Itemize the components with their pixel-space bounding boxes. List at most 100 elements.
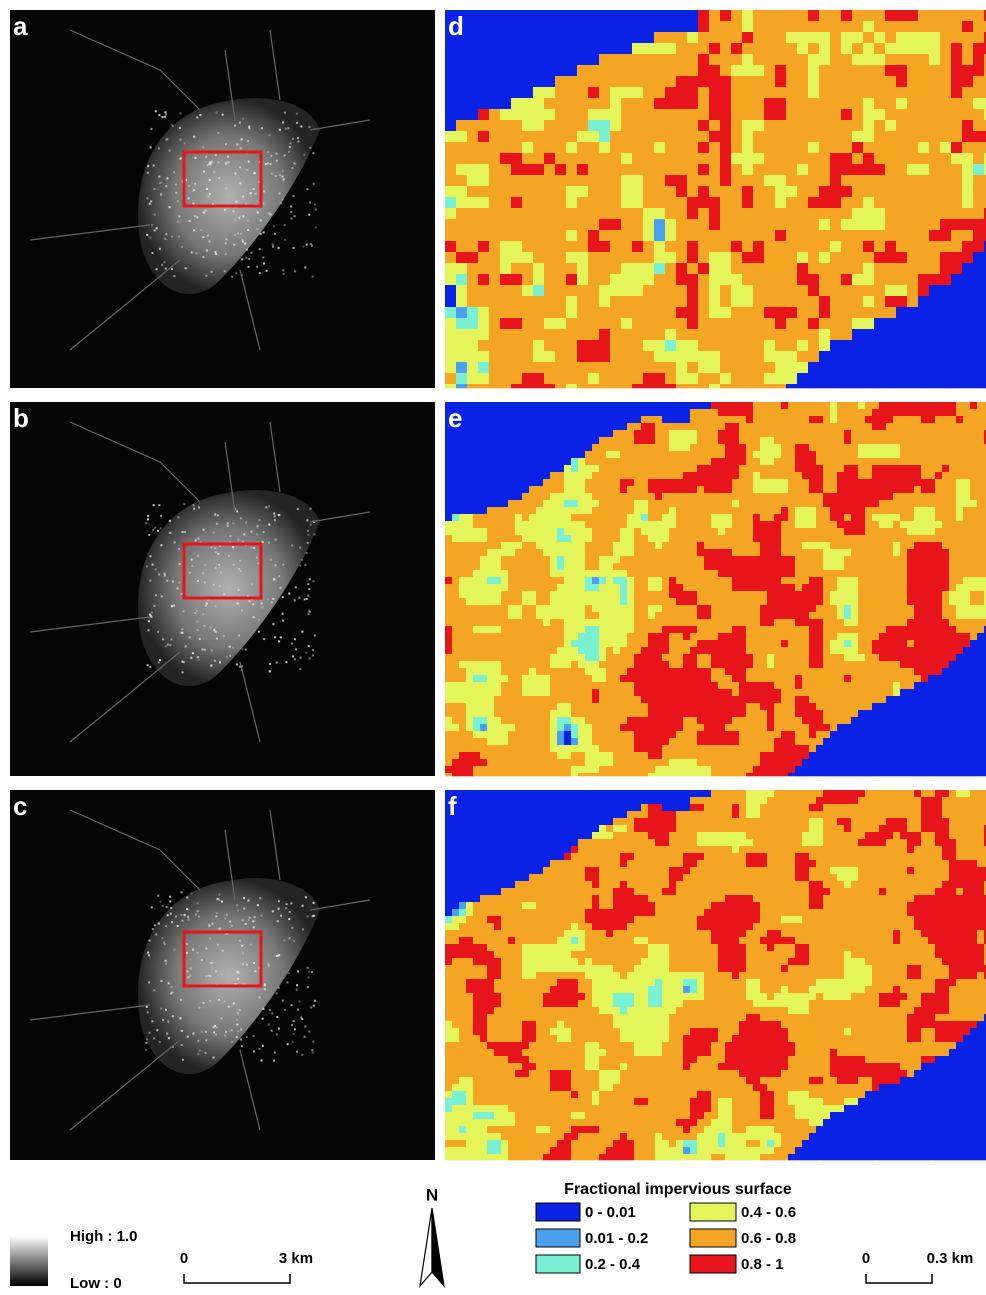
bright-pixel (198, 916, 200, 918)
class-cell (809, 402, 816, 409)
bright-pixel (171, 268, 173, 270)
bright-pixel (282, 564, 284, 566)
class-cell (709, 21, 720, 32)
class-cell (767, 500, 774, 507)
class-cell (753, 416, 760, 423)
class-cell (445, 535, 452, 542)
bright-pixel (194, 215, 196, 217)
bright-pixel (166, 138, 168, 140)
class-cell (515, 409, 522, 416)
class-cell (973, 186, 984, 197)
class-cell (746, 402, 753, 409)
class-cell (478, 109, 489, 120)
class-cell (725, 591, 732, 598)
class-cell (709, 76, 720, 87)
class-cell (962, 164, 973, 175)
class-cell (731, 54, 742, 65)
class-cell (577, 285, 588, 296)
class-cell (508, 465, 515, 472)
class-cell (662, 493, 669, 500)
bright-pixel (188, 197, 190, 199)
class-cell (732, 514, 739, 521)
class-cell (739, 493, 746, 500)
class-cell (844, 465, 851, 472)
class-cell (466, 500, 473, 507)
class-cell (571, 584, 578, 591)
class-cell (501, 479, 508, 486)
class-cell (907, 230, 918, 241)
class-cell (564, 549, 571, 556)
class-cell (578, 591, 585, 598)
class-cell (786, 164, 797, 175)
class-cell (613, 423, 620, 430)
bright-pixel (263, 231, 265, 233)
class-cell (921, 465, 928, 472)
class-cell (665, 10, 676, 21)
class-cell (725, 514, 732, 521)
class-cell (522, 32, 533, 43)
class-cell (808, 219, 819, 230)
class-cell (823, 556, 830, 563)
class-cell (676, 186, 687, 197)
class-cell (690, 479, 697, 486)
class-cell (865, 514, 872, 521)
class-cell (746, 500, 753, 507)
class-cell (522, 465, 529, 472)
class-cell (788, 430, 795, 437)
class-cell (951, 329, 962, 340)
class-cell (599, 98, 610, 109)
bright-pixel (312, 1041, 314, 1043)
class-cell (698, 10, 709, 21)
class-cell (962, 219, 973, 230)
class-cell (641, 402, 648, 409)
class-cell (914, 605, 921, 612)
class-cell (489, 131, 500, 142)
class-cell (896, 186, 907, 197)
class-cell (643, 175, 654, 186)
class-cell (621, 76, 632, 87)
class-cell (676, 437, 683, 444)
class-cell (851, 598, 858, 605)
class-cell (970, 444, 977, 451)
class-cell (599, 241, 610, 252)
bright-pixel (177, 200, 179, 202)
class-cell (774, 423, 781, 430)
class-cell (641, 409, 648, 416)
bright-pixel (158, 662, 160, 664)
class-cell (711, 500, 718, 507)
bright-pixel (283, 273, 285, 275)
class-cell (709, 384, 720, 388)
class-cell (683, 402, 690, 409)
class-cell (522, 451, 529, 458)
class-cell (698, 120, 709, 131)
class-cell (566, 208, 577, 219)
class-cell (949, 493, 956, 500)
bright-pixel (153, 504, 155, 506)
class-cell (669, 591, 676, 598)
class-cell (620, 542, 627, 549)
class-cell (571, 612, 578, 619)
class-cell (942, 402, 949, 409)
class-cell (613, 570, 620, 577)
class-cell (654, 186, 665, 197)
class-cell (445, 263, 456, 274)
class-cell (851, 465, 858, 472)
class-cell (578, 437, 585, 444)
class-cell (533, 340, 544, 351)
class-cell (918, 120, 929, 131)
class-cell (592, 472, 599, 479)
bright-pixel (227, 525, 229, 527)
class-cell (816, 423, 823, 430)
class-cell (585, 521, 592, 528)
class-cell (879, 584, 886, 591)
class-cell (858, 514, 865, 521)
class-cell (977, 528, 984, 535)
class-cell (669, 521, 676, 528)
class-cell (613, 605, 620, 612)
class-cell (956, 493, 963, 500)
class-cell (445, 109, 456, 120)
class-cell (599, 208, 610, 219)
class-cell (874, 131, 885, 142)
bright-pixel (158, 176, 160, 178)
class-cell (613, 479, 620, 486)
